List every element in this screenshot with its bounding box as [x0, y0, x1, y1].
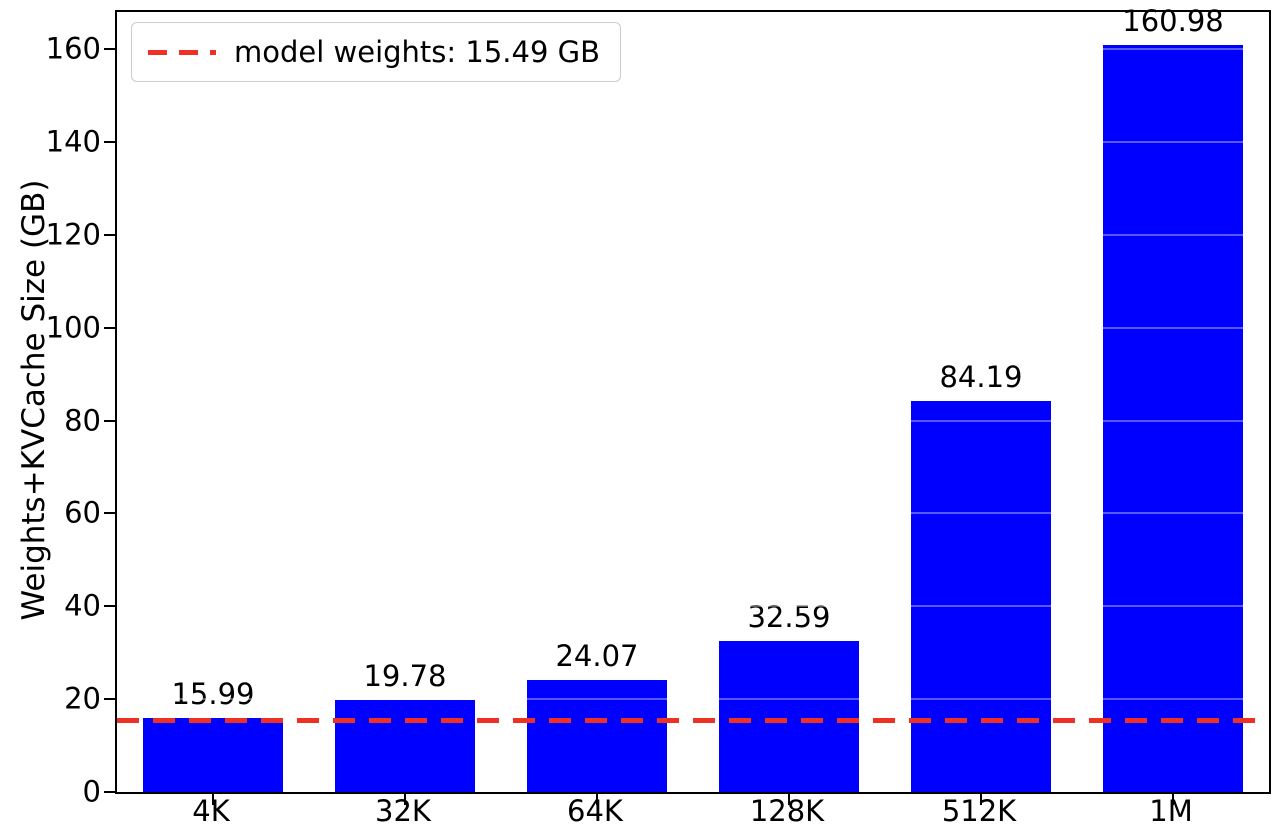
- bar: [334, 700, 476, 792]
- y-tick-mark: [104, 326, 115, 329]
- bar-value-label: 19.78: [363, 659, 447, 694]
- legend-label: model weights: 15.49 GB: [234, 35, 600, 69]
- y-tick-label: 160: [45, 31, 101, 66]
- bar: [526, 680, 668, 792]
- y-tick-label: 0: [82, 774, 101, 809]
- y-tick-label: 120: [45, 217, 101, 252]
- x-tick-mark: [1172, 794, 1174, 805]
- x-tick-label: 128K: [749, 794, 825, 828]
- legend: model weights: 15.49 GB: [131, 22, 621, 82]
- gridline: [117, 233, 1269, 236]
- legend-dashed-line-sample: [148, 49, 216, 55]
- gridline: [117, 512, 1269, 515]
- y-tick-label: 20: [64, 681, 101, 716]
- y-tick-mark: [104, 233, 115, 236]
- y-tick-mark: [104, 512, 115, 515]
- y-tick-label: 100: [45, 310, 101, 345]
- bar-value-label: 24.07: [555, 639, 639, 674]
- bar-value-label: 84.19: [939, 360, 1023, 395]
- x-tick-label: 512K: [941, 794, 1017, 828]
- bar: [718, 640, 860, 792]
- y-tick-label: 60: [64, 495, 101, 530]
- y-tick-label: 140: [45, 124, 101, 159]
- bar-value-label: 15.99: [171, 676, 255, 711]
- x-tick-label: 4K: [192, 794, 230, 828]
- y-tick-label: 80: [64, 403, 101, 438]
- plot-area: 15.99 19.78 24.07 32.59 84.19 160.98 0 20 40 60 80…: [46, 3, 1271, 806]
- model-weights-reference-line: [117, 718, 1269, 724]
- bar-value-label: 32.59: [747, 599, 831, 634]
- gridline: [117, 141, 1269, 143]
- x-tick-mark: [596, 794, 598, 805]
- y-tick-label: 40: [64, 588, 101, 623]
- y-tick-mark: [104, 605, 115, 608]
- gridline: [117, 326, 1269, 329]
- y-tick-mark: [104, 419, 115, 422]
- y-tick-mark: [104, 141, 115, 143]
- y-tick-mark: [104, 791, 115, 793]
- bar: [142, 717, 284, 792]
- gridline: [117, 419, 1269, 422]
- bar: [910, 401, 1052, 792]
- x-tick-mark: [404, 794, 406, 805]
- x-tick-mark: [788, 794, 790, 805]
- bar: [1102, 44, 1244, 792]
- y-tick-mark: [104, 48, 115, 51]
- x-tick-label: 32K: [375, 794, 431, 828]
- x-tick-mark: [980, 794, 982, 805]
- x-tick-label: 64K: [567, 794, 623, 828]
- bar-value-label: 160.98: [1122, 3, 1224, 38]
- x-tick-label: 1M: [1149, 794, 1193, 828]
- x-tick-mark: [212, 794, 214, 805]
- y-tick-mark: [104, 698, 115, 701]
